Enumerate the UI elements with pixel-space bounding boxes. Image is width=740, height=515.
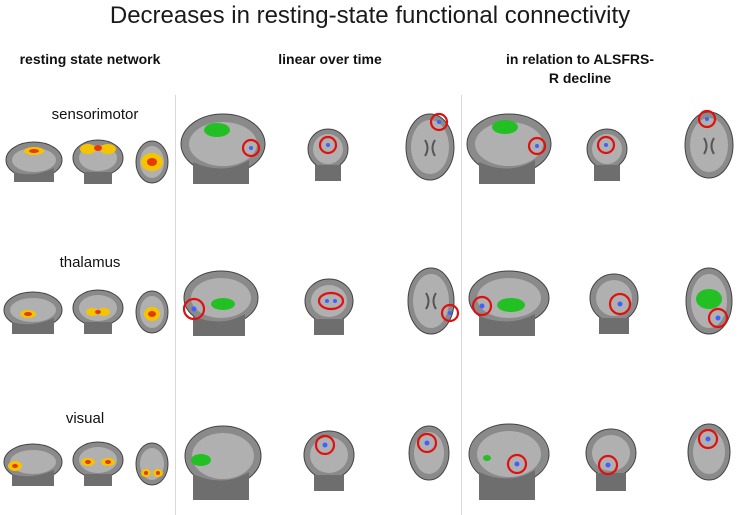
thalamus-linear-coronal-slice [304, 278, 354, 335]
column-header-alsfrs-decline: in relation to ALSFRS-R decline [505, 51, 655, 86]
row-label-thalamus: thalamus [59, 254, 121, 271]
thalamus-linear-sagittal-slice [182, 270, 259, 336]
visual-linear-sagittal-slice [184, 425, 262, 500]
sensorimotor-network-axial-slice [135, 140, 169, 184]
sensorimotor-linear-axial-slice [405, 112, 455, 181]
thalamus-alsfrs-coronal-slice [589, 273, 639, 334]
sensorimotor-network-sagittal-slice [5, 141, 63, 182]
visual-network-axial-slice [135, 442, 169, 486]
figure-title: Decreases in resting-state functional co… [109, 2, 631, 29]
visual-linear-axial-slice [408, 425, 450, 481]
thalamus-network-sagittal-slice [3, 291, 63, 334]
thalamus-network-coronal-slice [72, 289, 124, 334]
visual-network-coronal-slice [72, 441, 124, 486]
thalamus-alsfrs-axial-slice [685, 267, 733, 335]
column-divider [175, 95, 176, 515]
sensorimotor-alsfrs-axial-slice [684, 109, 734, 179]
thalamus-linear-axial-slice [407, 267, 460, 335]
column-header-linear-over-time: linear over time [278, 51, 382, 67]
thalamus-alsfrs-sagittal-slice [468, 270, 550, 336]
sensorimotor-alsfrs-coronal-slice [586, 128, 628, 181]
visual-linear-coronal-slice [303, 430, 355, 491]
row-label-visual: visual [65, 410, 105, 427]
visual-alsfrs-sagittal-slice [468, 423, 550, 500]
thalamus-network-axial-slice [135, 290, 169, 334]
sensorimotor-linear-sagittal-slice [180, 113, 266, 184]
column-divider [461, 95, 462, 515]
sensorimotor-alsfrs-sagittal-slice [466, 113, 552, 184]
visual-alsfrs-axial-slice [687, 423, 731, 481]
row-label-sensorimotor: sensorimotor [51, 106, 139, 123]
sensorimotor-linear-coronal-slice [307, 128, 349, 181]
sensorimotor-network-coronal-slice [72, 139, 124, 184]
column-header-resting-state-network: resting state network [19, 51, 161, 67]
visual-network-sagittal-slice [3, 443, 63, 486]
visual-alsfrs-coronal-slice [585, 428, 637, 491]
